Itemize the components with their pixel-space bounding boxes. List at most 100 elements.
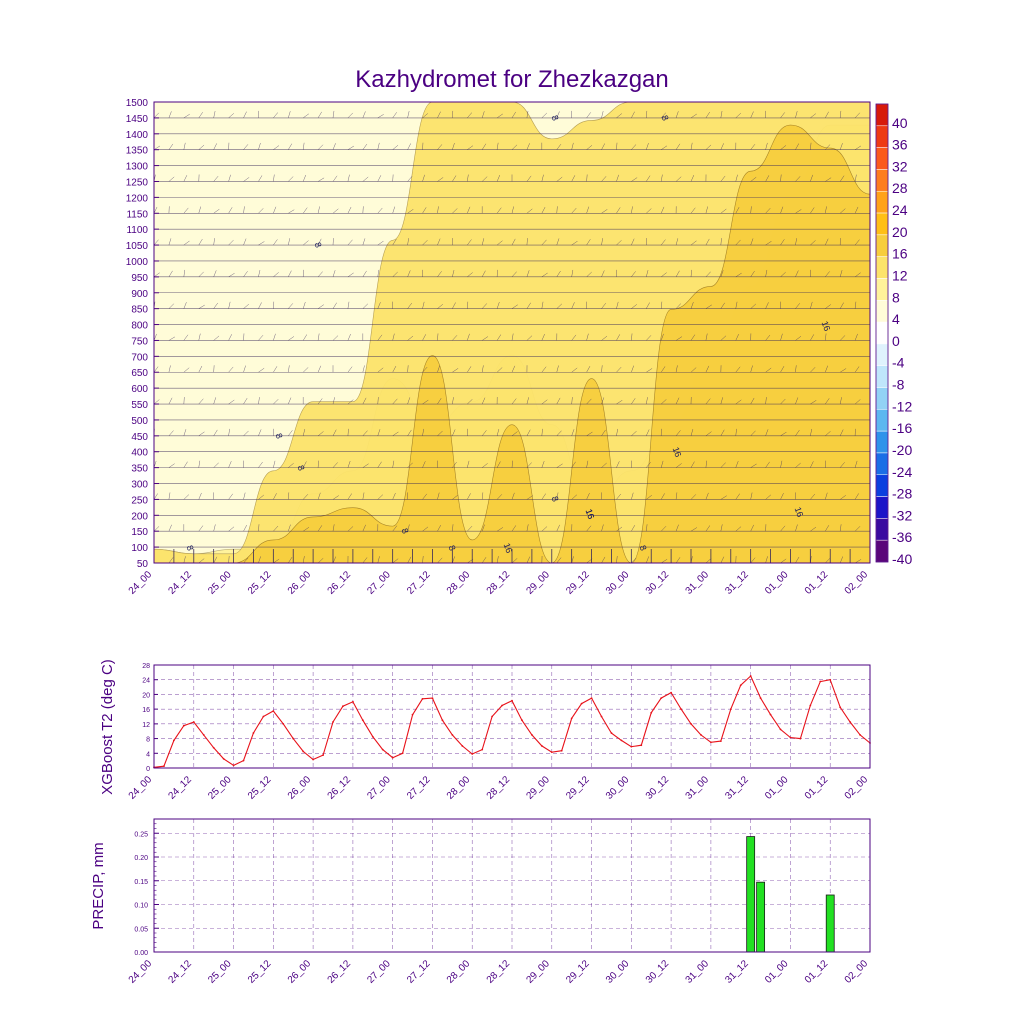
y-tick-label: 1200 (126, 193, 149, 204)
colorbar-swatch (875, 343, 889, 366)
x-tick-label: 30_12 (644, 958, 672, 986)
colorbar-swatch (875, 430, 889, 454)
barb-flag (571, 397, 573, 405)
barb-flag (854, 145, 862, 150)
x-tick-label: 26_00 (286, 569, 314, 597)
barb-flag (243, 111, 247, 119)
x-tick-label: 26_00 (286, 774, 314, 802)
barb-flag (675, 492, 678, 500)
x-tick-label: 30_00 (604, 958, 632, 986)
y-tick-label: 900 (131, 289, 148, 300)
barb-flag (675, 336, 683, 341)
barb-flag (198, 144, 205, 150)
barb-flag (407, 176, 413, 182)
barb-flag (556, 430, 562, 436)
barb-flag (571, 175, 576, 182)
y-tick-label: 16 (142, 707, 150, 714)
barb-flag (705, 398, 711, 405)
barb-flag (467, 460, 470, 468)
barb-flag (273, 112, 279, 119)
barb-flag (228, 399, 235, 405)
barb-flag (631, 304, 638, 309)
barb-flag (810, 142, 812, 150)
colorbar-label: -32 (892, 507, 912, 523)
barb-flag (616, 428, 618, 436)
barb-flag (750, 557, 756, 563)
barb-flag (675, 303, 682, 309)
barb-flag (735, 174, 738, 182)
barb-flag (288, 111, 291, 118)
barb-flag (720, 524, 723, 532)
barb-flag (854, 272, 861, 278)
barb-flag (810, 240, 816, 246)
colorbar-swatch (875, 409, 889, 432)
barb-flag (586, 112, 591, 119)
x-tick-label: 31_00 (684, 569, 712, 597)
x-tick-label: 27_00 (365, 774, 393, 802)
barb-flag (437, 398, 442, 405)
contour-label: 8 (549, 114, 560, 122)
barb-flag (690, 494, 697, 500)
barb-flag (481, 557, 487, 563)
barb-flag (481, 524, 485, 532)
x-tick-label: 25_12 (246, 958, 274, 986)
barb-flag (377, 207, 383, 214)
barb-flag (407, 302, 412, 309)
barb-flag (631, 333, 633, 341)
barb-flag (541, 428, 543, 436)
barb-flag (750, 365, 753, 373)
barb-flag (705, 525, 711, 532)
x-tick-label: 30_00 (604, 569, 632, 597)
barb-flag (601, 209, 608, 214)
barb-flag (511, 144, 518, 150)
x-tick-label: 24_12 (166, 569, 194, 597)
barb-flag (422, 174, 425, 182)
contour-label: 8 (184, 544, 195, 552)
x-tick-label: 27_00 (365, 958, 393, 986)
t2-y-axis: 0 4 8 12 16 20 24 28 (142, 663, 158, 773)
x-tick-label: 26_12 (326, 774, 354, 802)
barb-flag (586, 398, 592, 405)
barb-flag (392, 460, 395, 468)
barb-flag (228, 493, 233, 500)
barb-flag (795, 429, 800, 436)
barb-flag (690, 113, 697, 119)
barb-flag (481, 397, 486, 405)
barb-flag (840, 495, 846, 500)
barb-flag (392, 239, 397, 246)
barb-flag (437, 111, 441, 119)
barb-flag (601, 524, 604, 532)
barb-flag (422, 461, 426, 468)
barb-flag (422, 240, 428, 246)
barb-flag (377, 302, 381, 309)
barb-flag (407, 524, 410, 532)
x-tick-label: 28_00 (445, 958, 473, 986)
contour-fill-layer (154, 102, 870, 563)
barb-flag (720, 143, 724, 150)
barb-flag (795, 209, 802, 214)
barb-flag (511, 492, 515, 500)
t2-y-axis-label: XGBoost T2 (deg C) (99, 659, 116, 795)
y-tick-label: 250 (131, 495, 148, 506)
barb-flag (437, 271, 442, 278)
barb-flag (765, 175, 770, 182)
barb-flag (198, 558, 205, 563)
barb-flag (646, 495, 652, 500)
top-x-axis: 24_00 24_12 25_00 25_12 26_00 26_12 27_00 27_12… (127, 569, 871, 597)
barb-flag (705, 431, 712, 437)
barb-flag (347, 206, 352, 214)
barb-flag (273, 558, 280, 563)
colorbar-label: -12 (892, 398, 912, 414)
barb-flag (720, 495, 727, 500)
y-tick-label: 400 (131, 448, 148, 459)
barb-flag (780, 333, 783, 341)
colorbar-label: 24 (892, 202, 908, 218)
barb-flag (511, 271, 517, 278)
barb-flag (765, 397, 767, 405)
wind-barb-layer (154, 102, 870, 563)
barb-flag (258, 142, 261, 150)
barb-flag (780, 206, 784, 214)
barb-flag (780, 558, 787, 563)
barb-flag (839, 302, 844, 309)
